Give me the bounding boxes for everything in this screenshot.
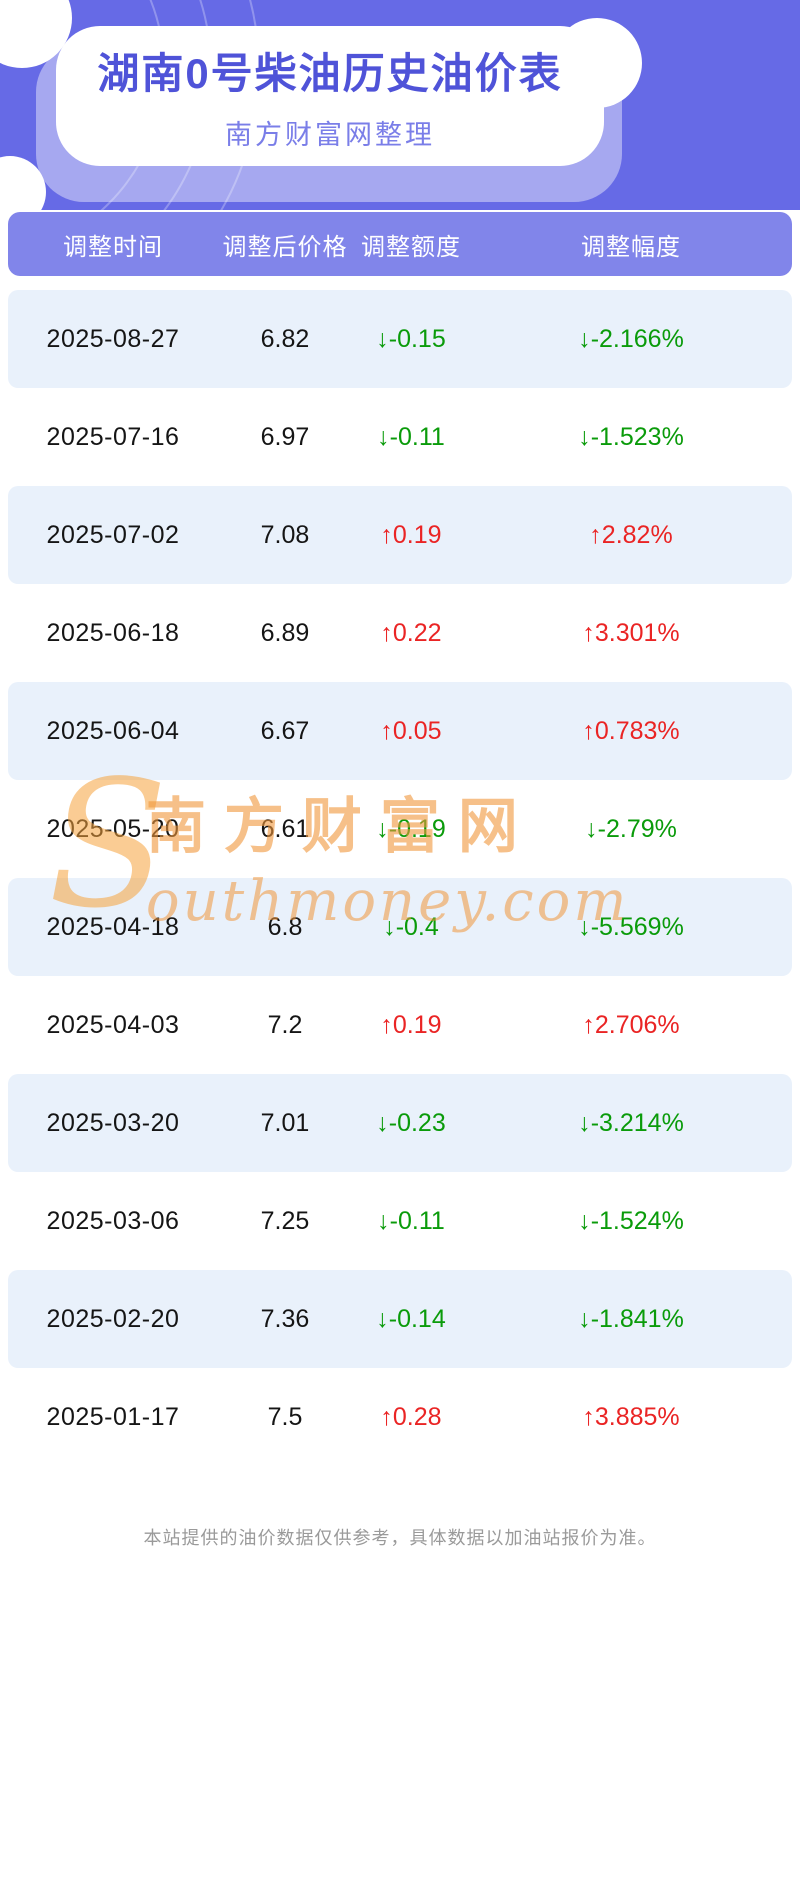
cell-adjusted-price: 7.01 — [260, 1108, 310, 1137]
table-row: 2025-04-18 6.8 ↓-0.4 ↓-5.569% — [8, 878, 792, 976]
cell-change-percent: ↑2.706% — [582, 1010, 680, 1039]
table-row: 2025-03-20 7.01 ↓-0.23 ↓-3.214% — [8, 1074, 792, 1172]
cell-adjusted-price: 6.8 — [267, 912, 303, 941]
cell-adjust-date: 2025-02-20 — [46, 1304, 180, 1333]
cell-adjust-date: 2025-07-16 — [46, 422, 180, 451]
cell-adjusted-price: 6.67 — [260, 716, 310, 745]
cell-change-percent: ↓-2.166% — [578, 324, 684, 353]
cell-change-percent: ↓-1.841% — [578, 1304, 684, 1333]
cell-change-percent: ↓-2.79% — [585, 814, 677, 843]
table-row: 2025-08-27 6.82 ↓-0.15 ↓-2.166% — [8, 290, 792, 388]
cell-change-amount: ↓-0.11 — [377, 1206, 445, 1235]
cell-adjust-date: 2025-03-20 — [46, 1108, 180, 1137]
cell-adjust-date: 2025-06-04 — [46, 716, 180, 745]
cell-change-amount: ↑0.22 — [380, 618, 442, 647]
cell-change-amount: ↓-0.4 — [383, 912, 439, 941]
cell-change-percent: ↓-1.523% — [578, 422, 684, 451]
cell-adjust-date: 2025-07-02 — [46, 520, 180, 549]
cell-adjusted-price: 6.61 — [260, 814, 310, 843]
column-header-price: 调整后价格 — [222, 233, 348, 261]
cell-adjusted-price: 6.82 — [260, 324, 310, 353]
cell-change-percent: ↑3.885% — [582, 1402, 680, 1431]
hero-banner: 湖南0号柴油历史油价表 南方财富网整理 — [0, 0, 800, 210]
table-row: 2025-01-17 7.5 ↑0.28 ↑3.885% — [8, 1368, 792, 1466]
table-row: 2025-05-20 6.61 ↓-0.19 ↓-2.79% — [8, 780, 792, 878]
cell-adjust-date: 2025-04-03 — [46, 1010, 180, 1039]
cell-adjust-date: 2025-08-27 — [46, 324, 180, 353]
page-subtitle: 南方财富网整理 — [225, 120, 435, 150]
cell-change-percent: ↓-1.524% — [578, 1206, 684, 1235]
cell-change-amount: ↑0.19 — [380, 520, 442, 549]
cell-change-percent: ↑3.301% — [582, 618, 680, 647]
cell-adjusted-price: 6.89 — [260, 618, 310, 647]
disclaimer-text: 本站提供的油价数据仅供参考，具体数据以加油站报价为准。 — [143, 1528, 657, 1548]
cell-adjusted-price: 6.97 — [260, 422, 310, 451]
title-card: 湖南0号柴油历史油价表 南方财富网整理 — [56, 26, 604, 166]
cell-adjusted-price: 7.5 — [267, 1402, 303, 1431]
price-table-body: 2025-08-27 6.82 ↓-0.15 ↓-2.166% 2025-07-16 6.… — [8, 290, 792, 1466]
price-table: 调整时间 调整后价格 调整额度 调整幅度 2025-08-27 6.82 ↓-0.1… — [8, 212, 792, 1466]
cell-change-amount: ↑0.28 — [380, 1402, 442, 1431]
cell-adjusted-price: 7.25 — [260, 1206, 310, 1235]
table-row: 2025-07-02 7.08 ↑0.19 ↑2.82% — [8, 486, 792, 584]
cell-change-amount: ↑0.05 — [380, 716, 442, 745]
column-header-percent: 调整幅度 — [581, 233, 681, 261]
cell-adjusted-price: 7.08 — [260, 520, 310, 549]
cell-change-amount: ↓-0.23 — [376, 1108, 446, 1137]
table-row: 2025-06-04 6.67 ↑0.05 ↑0.783% — [8, 682, 792, 780]
cell-adjust-date: 2025-05-20 — [46, 814, 180, 843]
cell-adjusted-price: 7.2 — [267, 1010, 303, 1039]
cell-adjust-date: 2025-04-18 — [46, 912, 180, 941]
cell-adjusted-price: 7.36 — [260, 1304, 310, 1333]
page-title: 湖南0号柴油历史油价表 — [97, 50, 563, 97]
cell-change-amount: ↓-0.15 — [376, 324, 446, 353]
cell-change-amount: ↓-0.14 — [376, 1304, 446, 1333]
cell-change-amount: ↑0.19 — [380, 1010, 442, 1039]
table-row: 2025-02-20 7.36 ↓-0.14 ↓-1.841% — [8, 1270, 792, 1368]
cell-change-amount: ↓-0.19 — [376, 814, 446, 843]
column-header-change: 调整额度 — [361, 233, 461, 261]
cell-change-percent: ↓-5.569% — [578, 912, 684, 941]
cell-adjust-date: 2025-03-06 — [46, 1206, 180, 1235]
table-row: 2025-06-18 6.89 ↑0.22 ↑3.301% — [8, 584, 792, 682]
cell-change-percent: ↓-3.214% — [578, 1108, 684, 1137]
cell-change-percent: ↑0.783% — [582, 716, 680, 745]
cell-adjust-date: 2025-06-18 — [46, 618, 180, 647]
table-row: 2025-04-03 7.2 ↑0.19 ↑2.706% — [8, 976, 792, 1074]
table-row: 2025-07-16 6.97 ↓-0.11 ↓-1.523% — [8, 388, 792, 486]
cell-adjust-date: 2025-01-17 — [46, 1402, 180, 1431]
cell-change-amount: ↓-0.11 — [377, 422, 445, 451]
table-header-row: 调整时间 调整后价格 调整额度 调整幅度 — [8, 212, 792, 276]
table-row: 2025-03-06 7.25 ↓-0.11 ↓-1.524% — [8, 1172, 792, 1270]
column-header-time: 调整时间 — [63, 233, 163, 261]
cell-change-percent: ↑2.82% — [589, 520, 673, 549]
